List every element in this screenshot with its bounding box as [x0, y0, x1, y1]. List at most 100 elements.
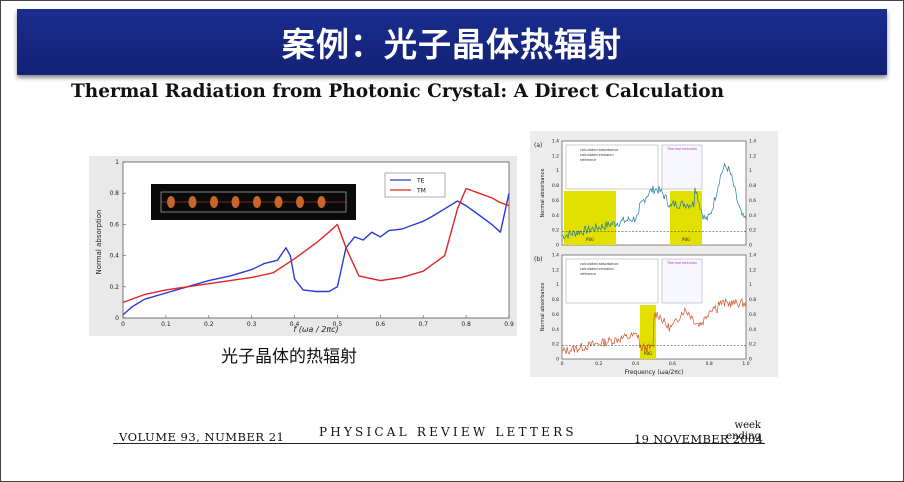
x-tick-label: 0.2 — [595, 361, 602, 367]
x-tick-label: 0.3 — [247, 321, 257, 328]
panel-b-legend-2: calculated emission — [580, 267, 614, 271]
y-tick-label-right: 1.4 — [749, 139, 756, 145]
y-tick-label: 0.2 — [109, 284, 119, 291]
panel-a-label: (a) — [534, 142, 542, 149]
panel-a-legend-2: calculated emission — [580, 153, 614, 157]
panel-b-legend-1: calculated absorbance — [580, 262, 618, 266]
panel-b-label: (b) — [534, 256, 543, 263]
x-ticks: 0 0.1 0.2 0.3 0.4 0.5 0.6 0.7 0.8 0.9 — [121, 315, 514, 328]
y-tick-label-right: 0 — [749, 357, 752, 363]
y-tick-label-left: 0.6 — [552, 312, 559, 318]
absorbance-emission-chart: (a) PBG PBG calculated absorbance calcul… — [530, 131, 778, 377]
y-tick-label: 0 — [115, 315, 119, 322]
legend-box — [384, 172, 446, 198]
x-tick-label: 0.2 — [204, 321, 214, 328]
y-tick-label-right: 0.8 — [749, 297, 756, 303]
legend: TE TM — [384, 172, 446, 198]
paper-title: Thermal Radiation from Photonic Crystal:… — [71, 81, 725, 102]
crystal-hole — [231, 196, 240, 208]
panel-a-legend-3: reference — [580, 158, 596, 162]
panel-a-y-ticks: 0 0 0.2 0.2 0.4 0.4 0.6 0.6 0.8 0.8 1 1 1.2 1.2 1.4 1.4 — [552, 139, 756, 249]
panel-b-y-axis-label: Normal absorbance — [540, 283, 546, 332]
y-tick-label-left: 1 — [556, 168, 559, 174]
panel-a-band-label-2: PBG — [682, 237, 690, 242]
x-tick-label: 0.9 — [504, 321, 514, 328]
y-tick-label-left: 0.8 — [552, 183, 559, 189]
panel-a-y-axis-label: Normal absorbance — [540, 169, 546, 218]
x-tick-label: 0 — [561, 361, 564, 367]
absorption-chart: 0 0.1 0.2 0.3 0.4 0.5 0.6 0.7 0.8 0.9 00.20.40.60… — [89, 156, 517, 336]
x-tick-label: 0 — [121, 321, 125, 328]
y-tick-label-right: 1.4 — [749, 253, 756, 259]
y-tick-label: 0.6 — [109, 221, 119, 228]
y-ticks: 0 0.2 0.4 0.6 0.8 1 — [109, 159, 126, 322]
crystal-hole — [167, 196, 175, 208]
crystal-hole — [253, 196, 261, 208]
x-tick-label: 0.4 — [632, 361, 639, 367]
crystal-hole — [317, 196, 326, 208]
y-tick-label-left: 0.8 — [552, 297, 559, 303]
y-tick-label-left: 1 — [556, 282, 559, 288]
y-tick-label-right: 0.4 — [749, 213, 756, 219]
panel-b-legend-3: reference — [580, 272, 596, 276]
x-axis-label: f (ωa / 2πc) — [293, 325, 338, 334]
footer-rule — [113, 443, 765, 444]
panel-b-band-label: PBG — [644, 351, 652, 356]
y-tick-label-right: 1 — [749, 168, 752, 174]
y-tick-label-right: 0.6 — [749, 312, 756, 318]
y-tick-label-left: 1.4 — [552, 139, 559, 145]
crystal-hole — [274, 196, 283, 208]
footer-date: 19 NOVEMBER 2004 — [634, 432, 764, 446]
y-tick-label-left: 0.2 — [552, 228, 559, 234]
y-tick-label-right: 0.2 — [749, 342, 756, 348]
panel-a-bandgap-2 — [670, 191, 702, 245]
y-tick-label-right: 0.8 — [749, 183, 756, 189]
x-tick-label: 0.5 — [333, 321, 343, 328]
y-tick-label-right: 0.6 — [749, 198, 756, 204]
panel-a-crystal-inset — [661, 144, 703, 190]
y-axis-label: Normal absorption — [95, 210, 103, 275]
panel-b-inset-legend: Thermal emission — [666, 261, 697, 265]
x-tick-label: 0.6 — [376, 321, 386, 328]
crystal-holes — [167, 196, 326, 208]
y-tick-label-right: 1.2 — [749, 153, 756, 159]
panel-b-inset — [565, 258, 659, 304]
footer-week: week ending — [726, 420, 761, 442]
panel-a-series — [561, 162, 747, 240]
y-tick-label-right: 0 — [749, 243, 752, 249]
y-tick-label-left: 0 — [556, 357, 559, 363]
crystal-hole — [296, 196, 304, 208]
y-tick-label-left: 0.4 — [552, 213, 559, 219]
panel-b-y-ticks: 0 0 0.2 0.2 0.4 0.4 0.6 0.6 0.8 0.8 1 1 1.2 1.2 1.4 1.4 — [552, 253, 756, 363]
crystal-hole — [188, 196, 197, 208]
series-line-tm — [122, 187, 510, 304]
title-bar: 案例：光子晶体热辐射 — [17, 9, 887, 75]
panel-a-inset-legend: Thermal emission — [666, 147, 697, 151]
panel-b: (b) PBG calculated absorbance calculated… — [534, 253, 756, 363]
slide-title: 案例：光子晶体热辐射 — [282, 25, 622, 64]
panel-a-legend-1: calculated absorbance — [580, 148, 618, 152]
panel-a-band-label-1: PBG — [586, 237, 594, 242]
x-tick-label: 0.4 — [290, 321, 300, 328]
x-tick-label: 0.1 — [161, 321, 171, 328]
y-tick-label-left: 1.2 — [552, 153, 559, 159]
y-tick-label: 0.8 — [109, 190, 119, 197]
x-ticks: 0 0.2 0.4 0.6 0.8 1.0 — [561, 361, 750, 367]
y-tick-label-left: 0 — [556, 243, 559, 249]
y-tick-label: 0.4 — [109, 253, 119, 260]
panel-b-crystal-inset — [661, 258, 703, 304]
figure-caption: 光子晶体的热辐射 — [221, 347, 357, 367]
y-tick-label-right: 1.2 — [749, 267, 756, 273]
x-axis-label: Frequency (ωa/2πc) — [624, 369, 683, 376]
legend-label-te: TE — [416, 178, 425, 185]
panel-a-inset — [565, 144, 659, 190]
crystal-hole — [210, 196, 218, 208]
crystal-inset — [151, 184, 356, 220]
y-tick-label-left: 1.4 — [552, 253, 559, 259]
y-tick-label-left: 1.2 — [552, 267, 559, 273]
panel-a: (a) PBG PBG calculated absorbance calcul… — [534, 139, 756, 249]
x-tick-label: 0.7 — [418, 321, 428, 328]
panel-a-bandgap-1 — [564, 191, 616, 245]
y-tick-label-left: 0.6 — [552, 198, 559, 204]
